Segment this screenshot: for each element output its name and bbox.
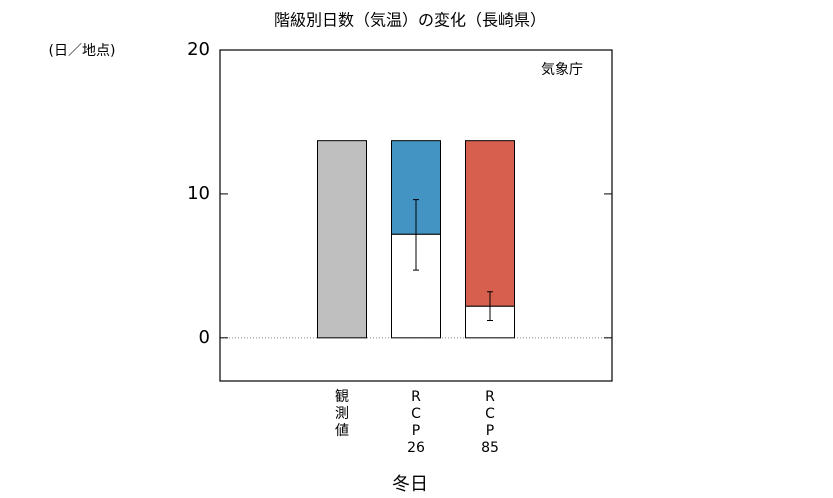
x-tick-label: R <box>485 389 495 405</box>
chart-title: 階級別日数（気温）の変化（長崎県） <box>274 11 546 30</box>
x-tick-label: 85 <box>481 440 499 456</box>
y-tick-label: 0 <box>199 327 210 348</box>
x-tick-label: 26 <box>407 440 425 456</box>
y-tick-label: 10 <box>187 183 210 204</box>
error-bar <box>487 291 493 322</box>
x-tick-label: R <box>411 389 421 405</box>
x-tick-label: 観 <box>335 388 349 405</box>
error-bar <box>413 199 419 271</box>
x-tick-label: P <box>412 423 420 439</box>
x-tick-label: 値 <box>335 423 349 439</box>
x-tick-label: 測 <box>335 406 349 422</box>
plot-frame <box>219 49 613 382</box>
bar-segment <box>465 140 515 307</box>
x-tick-label: P <box>486 423 494 439</box>
x-axis-label: 冬日 <box>392 474 428 495</box>
x-tick-label: C <box>411 406 421 422</box>
x-tick-label: C <box>485 406 495 422</box>
y-unit-label: (日／地点) <box>49 43 116 59</box>
bar-segment <box>317 140 367 339</box>
annotation: 気象庁 <box>541 62 583 78</box>
y-tick-label: 20 <box>187 39 210 60</box>
